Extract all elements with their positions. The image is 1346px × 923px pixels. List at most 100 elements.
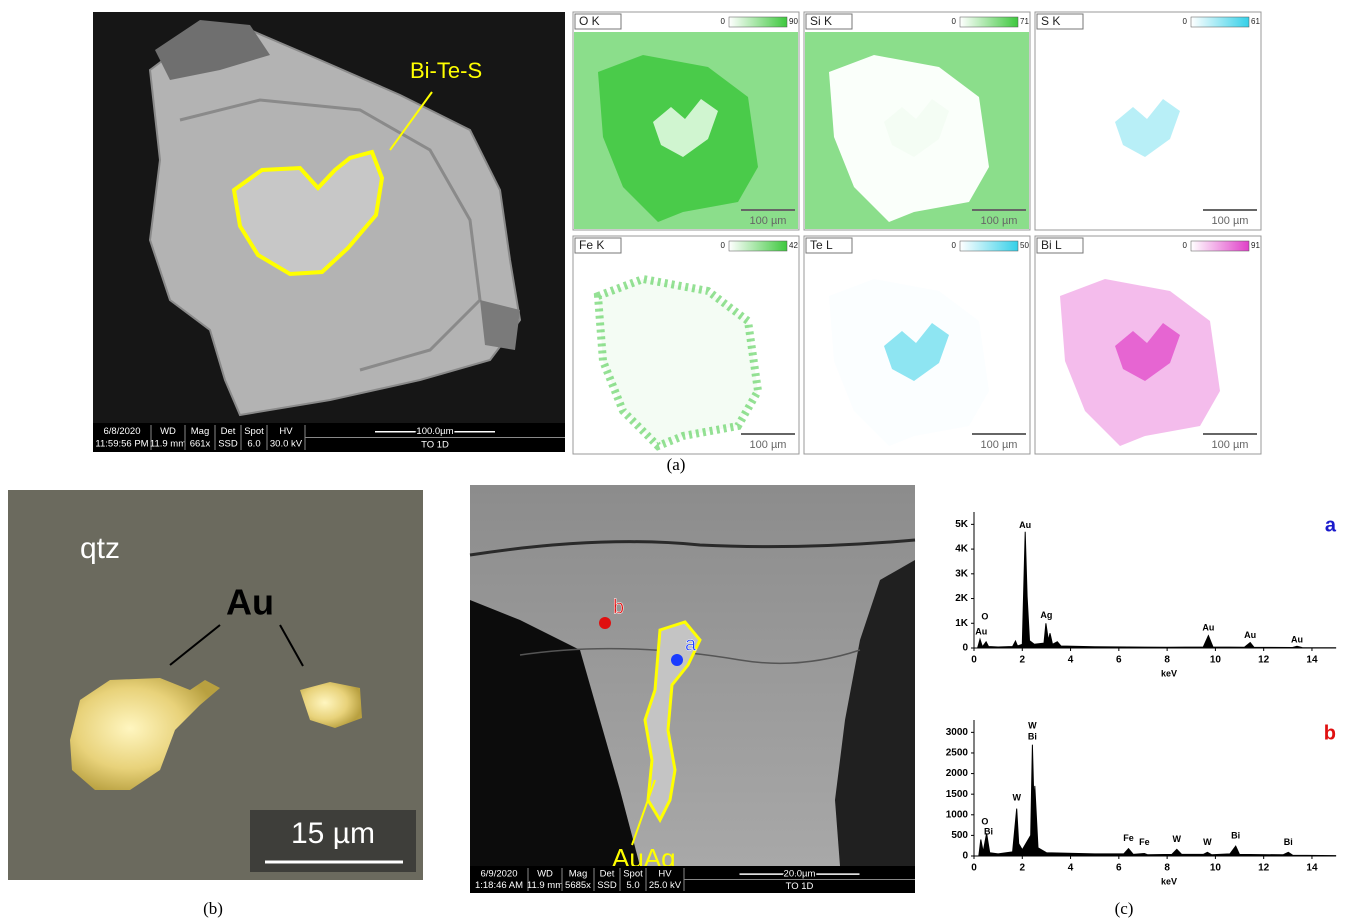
peak-label: W [1012,793,1021,803]
y-tick-label: 1500 [946,789,969,800]
cell-label: WD [160,426,176,437]
cell-label: Det [221,426,236,437]
x-tick-label: 6 [1116,655,1122,666]
x-tick-label: 0 [971,863,977,874]
y-tick-label: 1000 [946,809,969,820]
x-tick-label: 8 [1164,655,1170,666]
peak-label: W [1203,837,1212,847]
time: 11:59:56 PM [95,438,148,449]
element-name: Bi L [1041,238,1062,252]
y-tick-label: 4K [955,544,969,555]
cell-label: HV [279,426,293,437]
spectrum-line [974,745,1336,856]
colorbar [1191,17,1249,27]
x-tick-label: 14 [1306,655,1318,666]
colorbar-min: 0 [1183,17,1188,26]
map-scale-label: 100 µm [981,439,1018,451]
x-tick-label: 14 [1306,863,1318,874]
grain-label: Bi-Te-S [410,58,482,83]
y-tick-label: 3K [955,568,969,579]
map-scale-label: 100 µm [981,215,1018,227]
point-label: a [685,633,697,655]
colorbar [1191,241,1249,251]
colorbar [729,241,787,251]
colorbar-max: 90 [789,17,798,26]
spectrum-chart: 05001000150020002500300002468101214keVWB… [946,720,1336,886]
peak-label: Au [1202,623,1214,633]
element-map: Te L 0 50 100 µm [804,236,1030,454]
scale-label: 100.0µm [416,426,453,437]
y-tick-label: 0 [962,643,968,654]
spectrum-line [974,532,1336,648]
y-tick-label: 1K [955,618,969,629]
peak-label: W [1173,834,1182,844]
x-tick-label: 2 [1019,863,1025,874]
peak-label: Au [1291,634,1303,644]
x-tick-label: 10 [1210,655,1222,666]
element-name: Si K [810,14,832,28]
x-tick-label: 12 [1258,655,1270,666]
element-name: O K [579,14,600,28]
y-tick-label: 0 [962,851,968,862]
date: 6/8/2020 [104,426,141,437]
spectrum-label: b [1324,722,1336,744]
cell-value: SSD [218,438,238,449]
caption: (a) [667,455,686,474]
optical-image-b: qtz Au 15 µm [8,490,423,880]
element-name: Fe K [579,238,604,252]
cell-label: Det [600,869,615,880]
point-label: b [613,596,624,618]
colorbar-max: 50 [1020,241,1029,250]
caption: (b) [203,899,223,918]
peak-label: Bi [1028,732,1037,742]
y-tick-label: 2500 [946,748,969,759]
cell-label: Mag [191,426,209,437]
peak-label: Ag [1040,610,1052,620]
cell-label: Spot [623,869,643,880]
scale-label: 20.0µm [784,869,816,880]
mineral-label: qtz [80,532,120,565]
peak-label: Bi [1284,837,1293,847]
colorbar-max: 91 [1251,241,1260,250]
peak-label: O [981,611,988,621]
y-tick-label: 2000 [946,768,969,779]
colorbar-min: 0 [721,241,726,250]
x-tick-label: 8 [1164,863,1170,874]
analysis-point [671,654,683,666]
x-axis-label: keV [1161,876,1177,886]
peak-label: Au [975,626,987,636]
peak-label: O [981,817,988,827]
colorbar-min: 0 [952,241,957,250]
x-tick-label: 6 [1116,863,1122,874]
y-tick-label: 500 [951,830,968,841]
cell-value: 5685x [565,880,591,891]
x-tick-label: 4 [1068,863,1074,874]
x-tick-label: 10 [1210,863,1222,874]
peak-label: Fe [1139,837,1150,847]
colorbar-min: 0 [952,17,957,26]
sample-label: TO 1D [421,439,449,450]
x-tick-label: 4 [1068,655,1074,666]
y-tick-label: 2K [955,593,969,604]
map-scale-label: 100 µm [750,215,787,227]
sem-image-a: Bi-Te-S [93,12,565,423]
map-scale-label: 100 µm [750,439,787,451]
caption: (c) [1115,899,1134,918]
sample-label: TO 1D [786,881,814,892]
cell-value: 11.9 mm [150,438,186,449]
x-tick-label: 2 [1019,655,1025,666]
peak-label: Au [1244,630,1256,640]
grain-label: Au [226,582,274,623]
colorbar-max: 42 [789,241,798,250]
peak-label: W [1028,721,1037,731]
element-name: Te L [810,238,833,252]
cell-value: 661x [190,438,211,449]
cell-value: 30.0 kV [270,438,303,449]
y-tick-label: 3000 [946,727,969,738]
x-axis-label: keV [1161,668,1177,678]
cell-label: Spot [244,426,264,437]
cell-value: SSD [597,880,617,891]
